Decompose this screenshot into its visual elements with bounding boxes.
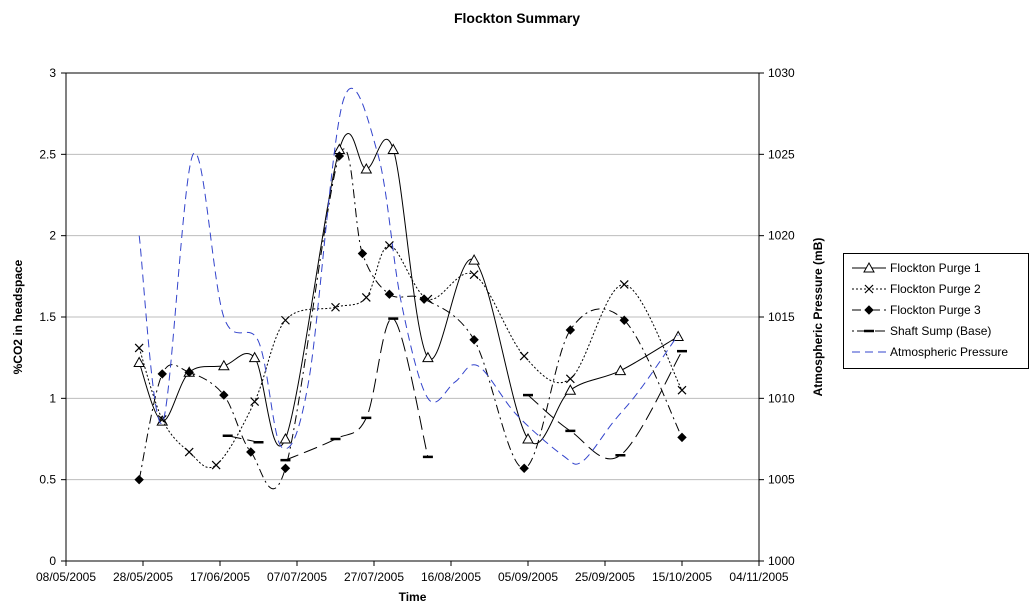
x-tick-label: 04/11/2005: [729, 570, 788, 584]
y-right-tick-label: 1010: [768, 391, 795, 405]
data-point: [672, 330, 684, 342]
y-right-tick-label: 1005: [768, 473, 795, 487]
series-0: [133, 133, 684, 447]
plot-area-frame: [65, 72, 760, 562]
series-3: [222, 317, 687, 462]
x-tick-label: 27/07/2005: [344, 570, 404, 584]
data-point: [619, 280, 629, 289]
data-point: [357, 248, 368, 259]
data-point: [331, 302, 340, 312]
x-axis-label: Time: [399, 590, 427, 604]
data-point: [468, 254, 480, 265]
legend-item: Flockton Purge 1: [844, 259, 1030, 279]
data-point: [384, 241, 394, 250]
data-point: [565, 325, 576, 335]
y-right-tick-label: 1015: [768, 310, 795, 324]
data-point: [387, 143, 400, 154]
y-left-tick-label: 0.5: [39, 473, 56, 487]
legend-item: Flockton Purge 3: [844, 301, 1030, 321]
data-point: [219, 390, 229, 400]
data-point: [619, 315, 629, 325]
data-point: [246, 447, 256, 457]
x-tick-label: 16/08/2005: [421, 570, 481, 584]
y-left-tick-label: 2.5: [39, 147, 56, 161]
legend-item: Atmospheric Pressure: [844, 343, 1030, 363]
x-tick-label: 28/05/2005: [113, 570, 173, 584]
data-point: [218, 359, 230, 371]
data-point: [522, 432, 534, 444]
y-left-tick-label: 3: [49, 66, 56, 80]
series-line: [138, 87, 679, 465]
data-point: [184, 367, 194, 378]
series-line: [138, 244, 683, 469]
legend-label: Flockton Purge 3: [890, 303, 981, 317]
legend-swatch: [852, 261, 886, 273]
y-left-tick-label: 2: [49, 229, 56, 243]
y-left-tick-label: 1.5: [39, 310, 56, 324]
legend: Flockton Purge 1 Flockton Purge 2 Flockton…: [843, 253, 1029, 369]
legend-item: Shaft Sump (Base): [844, 322, 1030, 342]
series-line: [527, 350, 683, 460]
legend-swatch: [852, 305, 886, 315]
x-tick-label: 25/09/2005: [575, 570, 635, 584]
data-point: [677, 385, 687, 395]
series-line: [138, 148, 683, 490]
data-point: [360, 162, 373, 174]
data-point: [677, 432, 687, 443]
data-point: [134, 474, 144, 485]
legend-label: Atmospheric Pressure: [890, 345, 1009, 359]
data-point: [469, 335, 479, 345]
legend-marker: [864, 284, 874, 294]
legend-label: Shaft Sump (Base): [890, 324, 992, 338]
data-point: [280, 463, 291, 473]
data-point: [384, 289, 395, 299]
series-line: [285, 318, 429, 461]
legend-label: Flockton Purge 2: [890, 282, 981, 296]
legend-swatch: [852, 351, 886, 353]
data-point: [248, 351, 261, 363]
data-point: [279, 432, 292, 444]
y-left-axis-label: %CO2 in headspace: [11, 259, 25, 374]
data-point: [281, 315, 290, 325]
series-4: [138, 87, 679, 465]
data-point: [134, 343, 144, 353]
legend-marker: [863, 261, 875, 273]
data-point: [614, 364, 627, 376]
y-left-tick-label: 0: [49, 554, 56, 568]
data-point: [334, 151, 345, 161]
x-tick-label: 15/10/2005: [652, 570, 712, 584]
x-tick-label: 17/06/2005: [190, 570, 250, 584]
data-point: [519, 463, 529, 473]
x-tick-label: 07/07/2005: [267, 570, 327, 584]
legend-label: Flockton Purge 1: [890, 261, 981, 275]
data-point: [211, 460, 221, 470]
y-right-tick-label: 1030: [768, 66, 795, 80]
series-line: [138, 133, 679, 447]
legend-swatch: [852, 284, 886, 294]
data-point: [419, 294, 429, 304]
y-right-tick-label: 1020: [768, 229, 795, 243]
data-point: [361, 293, 371, 302]
data-point: [184, 447, 194, 457]
data-point: [422, 351, 434, 363]
y-right-axis-label: Atmospheric Pressure (mB): [811, 238, 825, 397]
y-left-tick-label: 1: [49, 391, 56, 405]
chart-title: Flockton Summary: [453, 10, 581, 26]
data-point: [469, 270, 479, 280]
y-right-tick-label: 1025: [768, 147, 795, 161]
data-point: [565, 374, 575, 384]
data-point: [157, 369, 167, 379]
legend-item: Flockton Purge 2: [844, 280, 1030, 300]
legend-marker: [864, 305, 874, 315]
x-tick-label: 05/09/2005: [498, 570, 558, 584]
data-point: [564, 384, 577, 395]
data-point: [519, 351, 529, 361]
data-point: [133, 356, 145, 368]
data-point: [250, 397, 260, 407]
y-right-tick-label: 1000: [768, 554, 795, 568]
x-tick-label: 08/05/2005: [36, 570, 96, 584]
legend-swatch: [852, 329, 886, 333]
series-2: [134, 148, 687, 490]
